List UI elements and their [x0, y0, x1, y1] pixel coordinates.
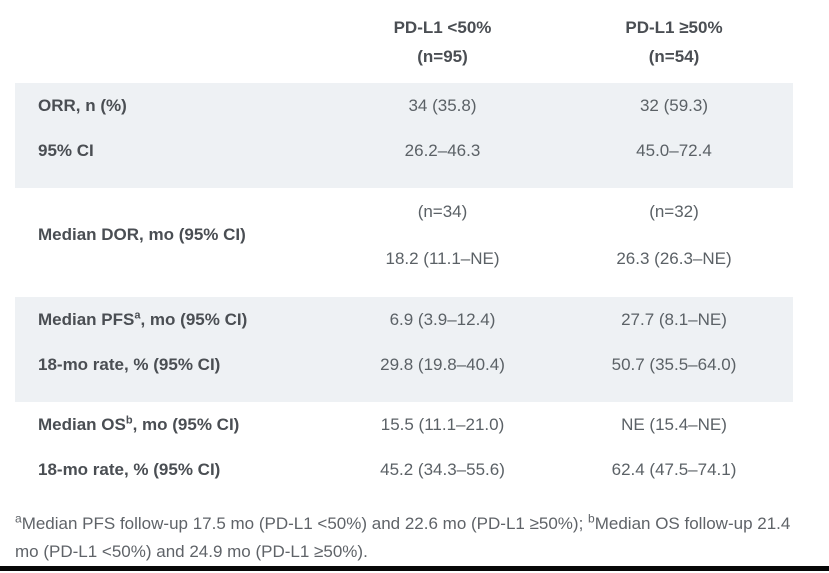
column-header-pdl1-low-title: PD-L1 <50% [393, 17, 492, 37]
table-row-orr-ci: 95% CI 26.2–46.3 45.0–72.4 [15, 128, 793, 173]
dor-n-pdl1-high: (n=32) [649, 201, 699, 221]
table-row-orr: ORR, n (%) 34 (35.8) 32 (59.3) [15, 83, 793, 128]
footnote-marker-a: a [15, 511, 22, 526]
orr-value-pdl1-high: 32 (59.3) [639, 95, 709, 115]
os-median-value-pdl1-high: NE (15.4–NE) [621, 414, 727, 434]
os-footnote-marker: b [125, 413, 133, 426]
pfs-18mo-value-pdl1-high: 50.7 (35.5–64.0) [611, 354, 737, 374]
table-row-pfs-18mo: 18-mo rate, % (95% CI) 29.8 (19.8–40.4) … [15, 342, 793, 387]
dor-value-pdl1-low: 18.2 (11.1–NE) [385, 248, 500, 268]
column-header-pdl1-low: PD-L1 <50% (n=95) [330, 13, 555, 71]
table-header-row: PD-L1 <50% (n=95) PD-L1 ≥50% (n=54) [15, 0, 793, 83]
pfs-footnote-marker: a [134, 308, 141, 321]
table-row-os-median: Median OSb, mo (95% CI) 15.5 (11.1–21.0)… [15, 402, 793, 447]
pfs-section: Median PFSa, mo (95% CI) 6.9 (3.9–12.4) … [15, 297, 793, 402]
os-median-row-label: Median OSb, mo (95% CI) [15, 413, 330, 435]
column-header-pdl1-high: PD-L1 ≥50% (n=54) [555, 13, 793, 71]
bottom-border-rule [0, 566, 829, 571]
os-18mo-value-pdl1-high: 62.4 (47.5–74.1) [611, 459, 737, 479]
footnote-text-b: Median OS follow-up 21.4 mo (PD-L1 <50%)… [15, 514, 791, 561]
table-footnote: aMedian PFS follow-up 17.5 mo (PD-L1 <50… [15, 510, 801, 566]
pfs-median-row-label: Median PFSa, mo (95% CI) [15, 308, 330, 330]
orr-ci-value-pdl1-low: 26.2–46.3 [404, 140, 481, 160]
os-median-value-pdl1-low: 15.5 (11.1–21.0) [380, 414, 505, 434]
pfs-median-value-pdl1-low: 6.9 (3.9–12.4) [389, 309, 496, 329]
os-18mo-row-label: 18-mo rate, % (95% CI) [38, 459, 221, 479]
orr-value-pdl1-low: 34 (35.8) [408, 95, 477, 115]
column-header-pdl1-high-title: PD-L1 ≥50% [625, 17, 723, 37]
os-label-suffix: , mo (95% CI) [132, 414, 240, 434]
footnote-text-a: Median PFS follow-up 17.5 mo (PD-L1 <50%… [21, 514, 589, 533]
dor-n-pdl1-low: (n=34) [417, 201, 468, 221]
column-header-pdl1-high-n: (n=54) [648, 46, 700, 66]
pfs-label-suffix: , mo (95% CI) [140, 309, 248, 329]
os-18mo-value-pdl1-low: 45.2 (34.3–55.6) [380, 459, 505, 479]
dor-section: Median DOR, mo (95% CI) (n=34) (n=32) 18… [15, 188, 793, 297]
pfs-18mo-value-pdl1-low: 29.8 (19.8–40.4) [380, 354, 505, 374]
pfs-label-text: Median PFS [38, 309, 135, 329]
footnote-marker-b: b [588, 511, 595, 526]
os-label-text: Median OS [38, 414, 126, 434]
table-row-os-18mo: 18-mo rate, % (95% CI) 45.2 (34.3–55.6) … [15, 447, 793, 492]
orr-ci-row-label: 95% CI [38, 140, 94, 160]
orr-section: ORR, n (%) 34 (35.8) 32 (59.3) 95% CI 26… [15, 83, 793, 188]
orr-row-label: ORR, n (%) [38, 95, 127, 115]
pfs-median-value-pdl1-high: 27.7 (8.1–NE) [621, 309, 727, 329]
table-row-pfs-median: Median PFSa, mo (95% CI) 6.9 (3.9–12.4) … [15, 297, 793, 342]
column-header-pdl1-low-n: (n=95) [417, 46, 468, 66]
orr-ci-value-pdl1-high: 45.0–72.4 [636, 140, 712, 160]
pfs-18mo-row-label: 18-mo rate, % (95% CI) [38, 354, 221, 374]
dor-row-label: Median DOR, mo (95% CI) [38, 225, 246, 244]
dor-value-pdl1-high: 26.3 (26.3–NE) [616, 248, 732, 268]
os-section: Median OSb, mo (95% CI) 15.5 (11.1–21.0)… [15, 402, 793, 500]
